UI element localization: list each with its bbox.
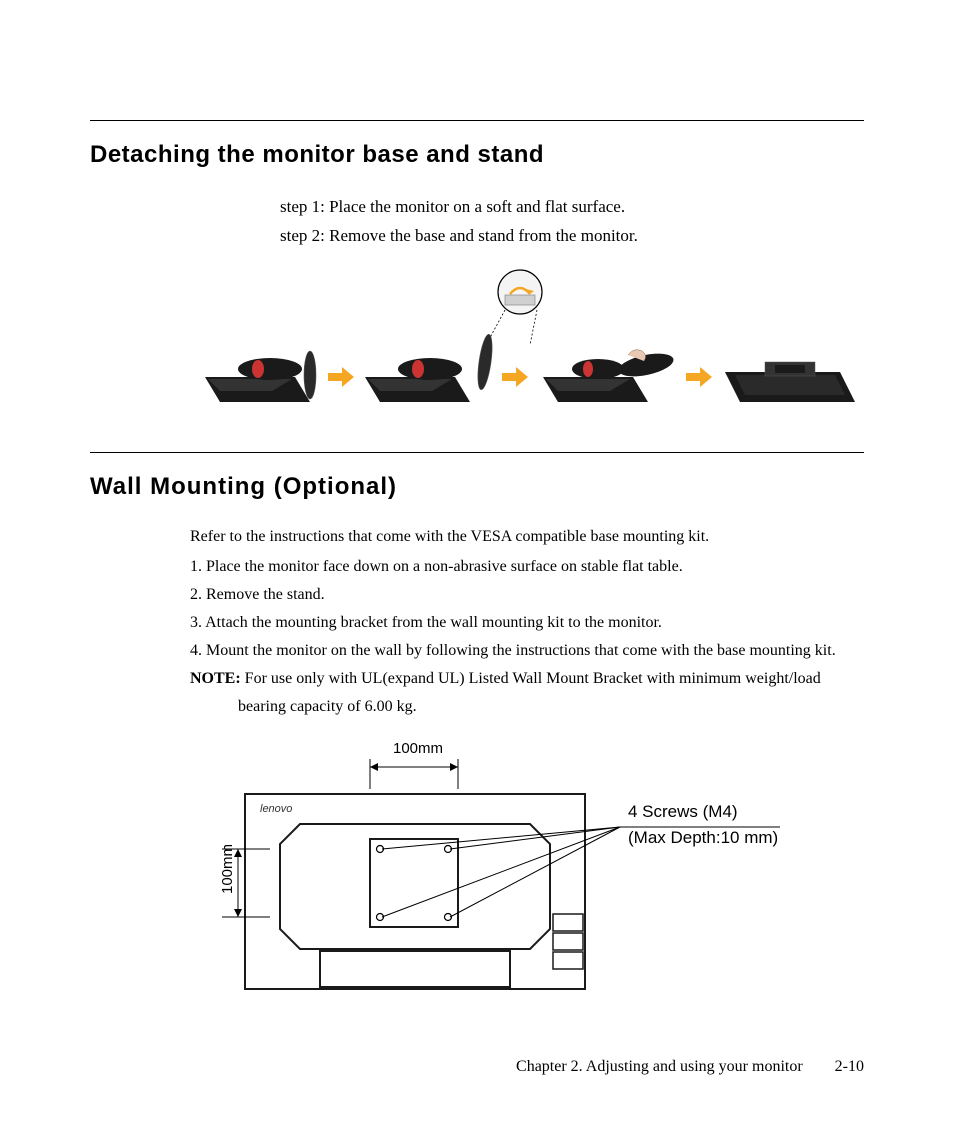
dim-h-label: 100mm: [393, 740, 443, 757]
detach-step-3: [543, 349, 675, 402]
vesa-plate: [370, 839, 458, 927]
screw-label-2: (Max Depth:10 mm): [628, 828, 778, 847]
wall-item-3: 3. Attach the mounting bracket from the …: [190, 609, 864, 637]
side-btn-2: [553, 933, 583, 950]
dim-horizontal: 100mm: [370, 740, 458, 789]
screw-label-1: 4 Screws (M4): [628, 802, 738, 821]
wall-item-4: 4. Mount the monitor on the wall by foll…: [190, 637, 864, 665]
section-divider-top: [90, 120, 864, 121]
stand-slot: [320, 951, 510, 987]
detach-step-2: [365, 333, 495, 402]
section2-title: Wall Mounting (Optional): [90, 473, 864, 501]
step-2: step 2: Remove the base and stand from t…: [280, 222, 864, 251]
detach-figure: [200, 267, 860, 417]
footer-chapter: Chapter 2. Adjusting and using your moni…: [516, 1058, 803, 1075]
footer-page: 2-10: [835, 1058, 864, 1075]
vesa-diagram: 100mm lenovo 100mm 4 Screws (M4) (Ma: [210, 739, 860, 999]
side-btn-1: [553, 914, 583, 931]
wall-intro: Refer to the instructions that come with…: [190, 523, 864, 551]
arrow-1-icon: [328, 367, 354, 387]
arrow-3-icon: [686, 367, 712, 387]
side-btn-3: [553, 952, 583, 969]
arrow-2-icon: [502, 367, 528, 387]
detach-step-4: [725, 362, 855, 402]
callout-detail: [486, 270, 542, 345]
dim-v-label: 100mm: [219, 844, 236, 894]
wall-item-2: 2. Remove the stand.: [190, 581, 864, 609]
section2-body: Refer to the instructions that come with…: [190, 523, 864, 721]
wall-item-1: 1. Place the monitor face down on a non-…: [190, 553, 864, 581]
note-label: NOTE:: [190, 670, 241, 687]
section-divider-mid: [90, 452, 864, 453]
section1-title: Detaching the monitor base and stand: [90, 141, 864, 169]
note-text: For use only with UL(expand UL) Listed W…: [238, 670, 821, 715]
step-1: step 1: Place the monitor on a soft and …: [280, 193, 864, 222]
wall-note: NOTE: For use only with UL(expand UL) Li…: [190, 665, 864, 721]
page-footer: Chapter 2. Adjusting and using your moni…: [516, 1058, 864, 1076]
detach-step-1: [205, 351, 316, 402]
section1-steps: step 1: Place the monitor on a soft and …: [280, 193, 864, 251]
brand-label: lenovo: [260, 803, 292, 815]
